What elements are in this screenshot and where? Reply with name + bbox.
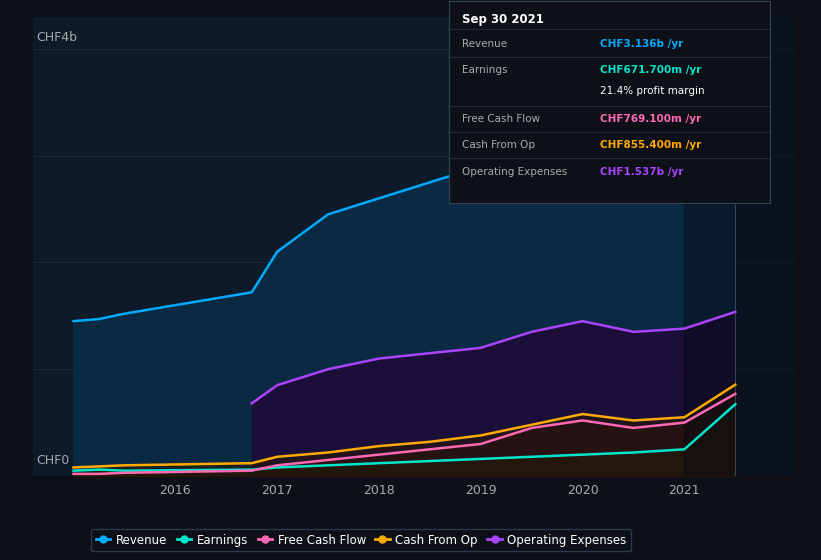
Text: Operating Expenses: Operating Expenses xyxy=(461,166,567,176)
Text: Free Cash Flow: Free Cash Flow xyxy=(461,114,540,124)
Text: CHF1.537b /yr: CHF1.537b /yr xyxy=(599,166,683,176)
Text: CHF855.400m /yr: CHF855.400m /yr xyxy=(599,140,701,150)
Text: Revenue: Revenue xyxy=(461,39,507,49)
Text: Earnings: Earnings xyxy=(461,66,507,76)
Text: CHF0: CHF0 xyxy=(37,454,70,467)
Text: CHF769.100m /yr: CHF769.100m /yr xyxy=(599,114,701,124)
Text: CHF671.700m /yr: CHF671.700m /yr xyxy=(599,66,701,76)
Text: CHF4b: CHF4b xyxy=(37,31,78,44)
Legend: Revenue, Earnings, Free Cash Flow, Cash From Op, Operating Expenses: Revenue, Earnings, Free Cash Flow, Cash … xyxy=(91,529,631,551)
Text: Cash From Op: Cash From Op xyxy=(461,140,534,150)
Text: 21.4% profit margin: 21.4% profit margin xyxy=(599,86,704,96)
Text: Sep 30 2021: Sep 30 2021 xyxy=(461,13,544,26)
Text: CHF3.136b /yr: CHF3.136b /yr xyxy=(599,39,683,49)
Bar xyxy=(685,17,806,476)
